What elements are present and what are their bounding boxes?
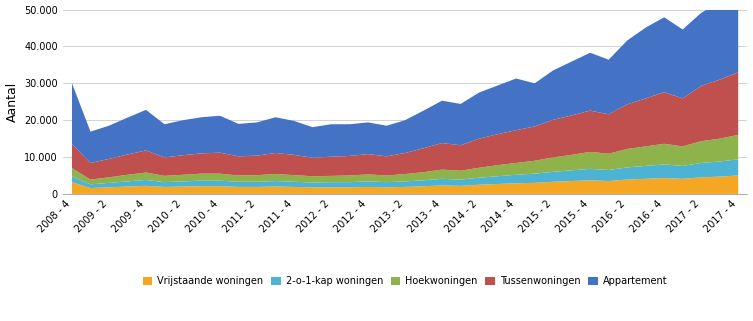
- Y-axis label: Aantal: Aantal: [5, 82, 19, 122]
- Legend: Vrijstaande woningen, 2-o-1-kap woningen, Hoekwoningen, Tussenwoningen, Appartem: Vrijstaande woningen, 2-o-1-kap woningen…: [139, 273, 672, 290]
